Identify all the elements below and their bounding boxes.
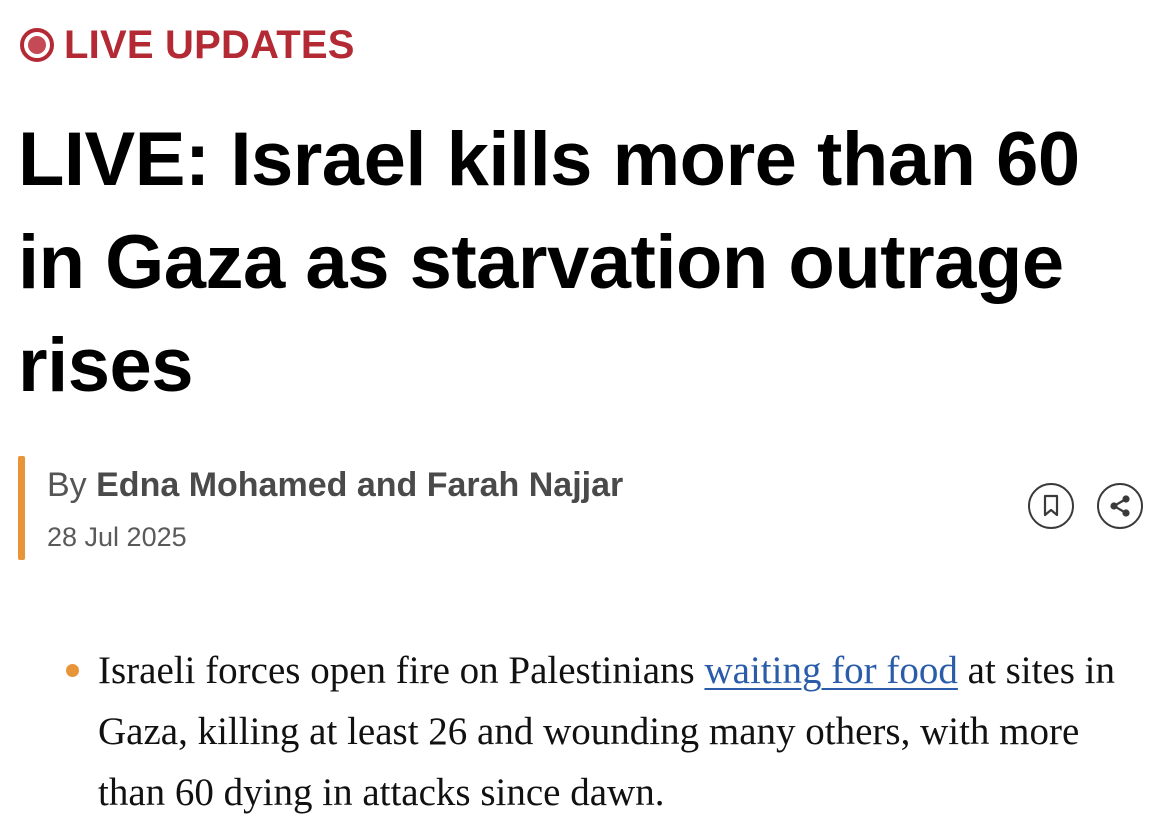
bookmark-button[interactable] bbox=[1028, 483, 1074, 529]
byline-accent-bar bbox=[18, 456, 25, 560]
article-headline: LIVE: Israel kills more than 60 in Gaza … bbox=[18, 117, 1080, 408]
byline: By Edna Mohamed and Farah Najjar bbox=[47, 466, 623, 505]
byline-prefix: By bbox=[47, 466, 97, 504]
bookmark-icon bbox=[1043, 494, 1059, 517]
waiting-for-food-link[interactable]: waiting for food bbox=[704, 649, 958, 692]
bullet-dot-icon bbox=[66, 664, 79, 677]
live-updates-label: LIVE UPDATES bbox=[64, 22, 355, 67]
share-button[interactable] bbox=[1097, 483, 1143, 529]
summary-bullet-item: Israeli forces open fire on Palestinians… bbox=[66, 640, 1156, 823]
bullet-text-before: Israeli forces open fire on Palestinians bbox=[98, 649, 705, 692]
byline-block: By Edna Mohamed and Farah Najjar 28 Jul … bbox=[18, 456, 1018, 560]
live-updates-badge[interactable]: LIVE UPDATES bbox=[20, 22, 355, 68]
publish-date: 28 Jul 2025 bbox=[47, 522, 187, 552]
bullet-text-after: at sites in Gaza, killing at least 26 an… bbox=[98, 649, 1115, 814]
share-icon bbox=[1110, 495, 1130, 517]
summary-bullets: Israeli forces open fire on Palestinians… bbox=[66, 640, 1156, 823]
byline-authors[interactable]: Edna Mohamed and Farah Najjar bbox=[96, 466, 624, 504]
live-dot-icon bbox=[20, 28, 54, 62]
